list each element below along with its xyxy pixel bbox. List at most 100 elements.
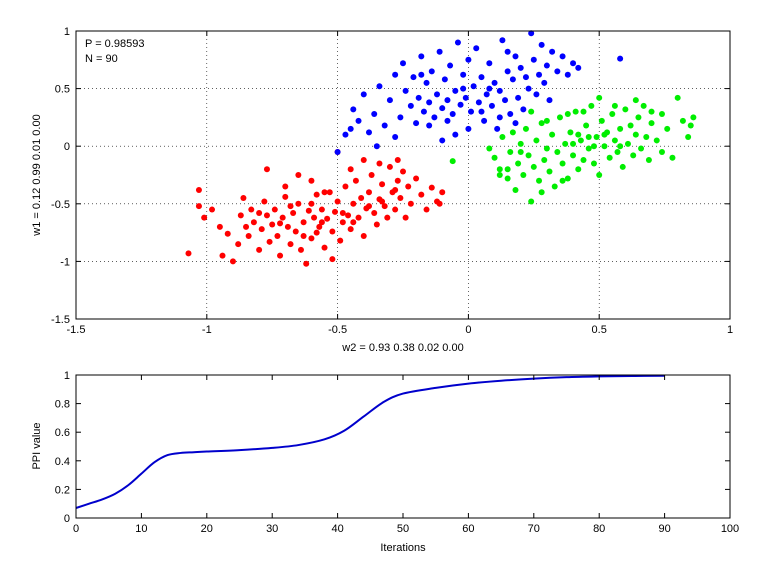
scatter-point-cluster-2 (504, 48, 511, 55)
scatter-point-cluster-2 (381, 122, 388, 129)
scatter-point-cluster-1 (300, 233, 307, 240)
scatter-point-cluster-1 (229, 258, 236, 265)
line-x-label: Iterations (380, 542, 426, 554)
scatter-point-cluster-1 (277, 220, 284, 227)
scatter-point-cluster-1 (402, 214, 409, 221)
scatter-point-cluster-2 (515, 94, 522, 101)
scatter-point-cluster-3 (590, 143, 597, 150)
scatter-point-cluster-3 (564, 175, 571, 182)
scatter-point-cluster-1 (284, 223, 291, 230)
scatter-point-cluster-1 (329, 228, 336, 235)
scatter-point-cluster-2 (504, 68, 511, 75)
scatter-point-cluster-2 (575, 64, 582, 71)
scatter-point-cluster-2 (454, 39, 461, 46)
scatter-point-cluster-3 (543, 145, 550, 152)
scatter-point-cluster-3 (632, 131, 639, 138)
line-y-tick-label: 0.6 (55, 427, 70, 439)
scatter-point-cluster-1 (407, 200, 414, 207)
scatter-point-cluster-1 (195, 186, 202, 193)
scatter-point-cluster-1 (326, 189, 333, 196)
scatter-y-tick-label: 0.5 (55, 84, 70, 96)
scatter-point-cluster-1 (379, 198, 386, 205)
scatter-point-cluster-3 (596, 172, 603, 178)
scatter-point-cluster-1 (311, 214, 318, 221)
scatter-point-cluster-2 (517, 64, 524, 71)
line-x-tick-label: 50 (397, 523, 409, 535)
scatter-point-cluster-3 (512, 186, 519, 193)
scatter-point-cluster-2 (481, 117, 488, 124)
scatter-point-cluster-1 (287, 241, 294, 248)
scatter-point-cluster-2 (559, 53, 566, 60)
scatter-point-cluster-3 (543, 117, 550, 124)
line-x-tick-label: 40 (331, 523, 343, 535)
scatter-point-cluster-1 (347, 166, 354, 173)
scatter-point-cluster-3 (598, 117, 605, 124)
scatter-point-cluster-1 (271, 206, 278, 213)
scatter-point-cluster-1 (216, 223, 223, 230)
line-y-tick-label: 0.4 (55, 456, 70, 468)
scatter-y-tick-label: -0.5 (51, 199, 70, 211)
scatter-point-cluster-2 (434, 91, 441, 98)
scatter-point-cluster-3 (596, 94, 603, 101)
scatter-point-cluster-2 (373, 143, 380, 150)
scatter-point-cluster-2 (525, 85, 532, 92)
scatter-point-cluster-2 (415, 94, 422, 101)
scatter-point-cluster-3 (520, 172, 527, 178)
scatter-point-cluster-3 (504, 166, 511, 173)
scatter-point-cluster-1 (261, 198, 268, 205)
scatter-point-cluster-1 (235, 241, 242, 248)
scatter-point-cluster-1 (318, 206, 325, 213)
scatter-point-cluster-1 (321, 189, 328, 196)
scatter-point-cluster-1 (282, 193, 289, 200)
scatter-point-cluster-1 (195, 203, 202, 210)
scatter-point-cluster-3 (549, 131, 556, 138)
scatter-point-cluster-2 (350, 106, 357, 113)
scatter-point-cluster-2 (533, 91, 540, 98)
scatter-point-cluster-2 (617, 55, 624, 62)
scatter-point-cluster-2 (570, 60, 577, 67)
scatter-point-cluster-2 (410, 74, 417, 81)
scatter-point-cluster-2 (543, 62, 550, 69)
scatter-point-cluster-2 (392, 133, 399, 140)
scatter-point-cluster-1 (237, 212, 244, 219)
scatter-point-cluster-1 (394, 177, 401, 184)
scatter-point-cluster-2 (465, 56, 472, 63)
line-y-tick-label: 1 (64, 370, 70, 382)
scatter-point-cluster-1 (263, 212, 270, 219)
scatter-point-cluster-2 (342, 131, 349, 138)
scatter-point-cluster-1 (413, 175, 420, 182)
scatter-point-cluster-1 (329, 256, 336, 263)
scatter-point-cluster-3 (622, 106, 629, 113)
scatter-point-cluster-1 (345, 212, 352, 219)
scatter-point-cluster-3 (669, 154, 676, 161)
scatter-point-cluster-2 (397, 114, 404, 121)
scatter-point-cluster-1 (358, 195, 365, 202)
scatter-x-tick-label: 1 (727, 324, 733, 336)
scatter-x-label: w2 = 0.93 0.38 0.02 0.00 (341, 342, 463, 354)
scatter-point-cluster-2 (541, 79, 548, 86)
scatter-point-cluster-1 (371, 210, 378, 217)
scatter-point-cluster-3 (593, 133, 600, 140)
scatter-point-cluster-3 (525, 152, 532, 159)
scatter-point-cluster-2 (554, 68, 561, 75)
scatter-point-cluster-2 (483, 91, 490, 98)
scatter-point-cluster-2 (436, 48, 443, 55)
scatter-point-cluster-3 (559, 177, 566, 184)
line-x-tick-label: 10 (135, 523, 147, 535)
scatter-point-cluster-1 (436, 200, 443, 207)
scatter-point-cluster-3 (572, 108, 579, 115)
scatter-point-cluster-1 (297, 246, 304, 253)
scatter-point-cluster-2 (334, 148, 341, 155)
scatter-point-cluster-2 (478, 74, 485, 81)
scatter-point-cluster-1 (243, 223, 250, 230)
scatter-point-cluster-1 (282, 183, 289, 190)
scatter-point-cluster-3 (658, 110, 665, 117)
scatter-point-cluster-2 (444, 97, 451, 104)
scatter-point-cluster-1 (418, 191, 425, 198)
line-y-tick-label: 0 (64, 513, 70, 525)
scatter-point-cluster-1 (405, 183, 412, 190)
scatter-point-cluster-2 (475, 99, 482, 106)
scatter-point-cluster-2 (426, 122, 433, 129)
scatter-point-cluster-3 (507, 148, 514, 155)
scatter-point-cluster-3 (643, 133, 650, 140)
